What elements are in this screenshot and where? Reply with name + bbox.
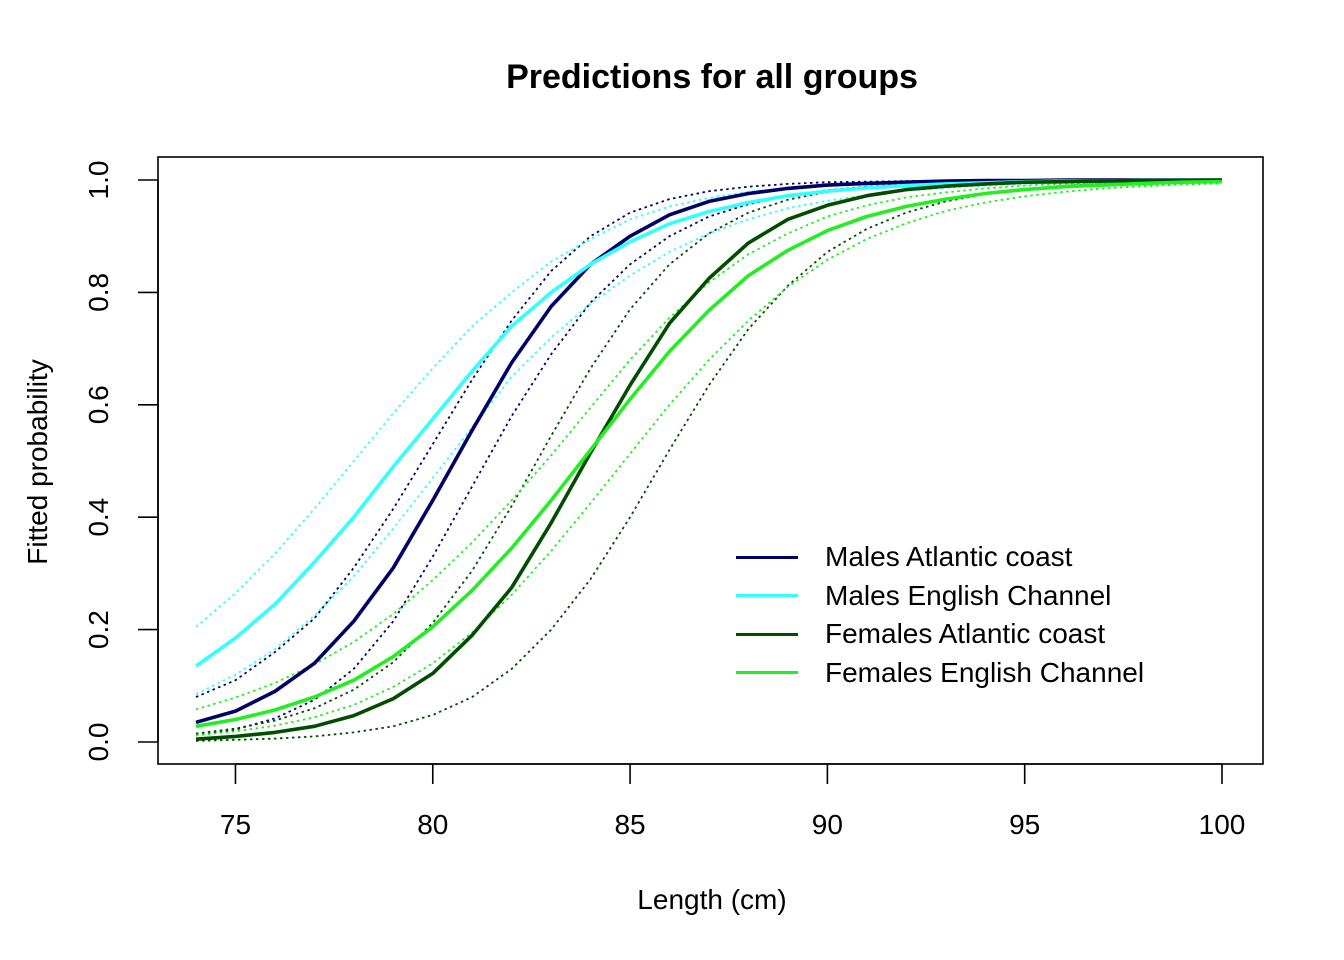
- y-tick-label: 0.4: [83, 498, 114, 537]
- x-tick-label: 90: [812, 809, 843, 840]
- legend-item: Males Atlantic coast: [736, 538, 1144, 577]
- legend-swatch: [736, 632, 798, 636]
- legend-swatch: [736, 594, 798, 598]
- series-4-line: [195, 179, 1223, 729]
- y-tick-label: 1.0: [83, 161, 114, 200]
- x-tick-label: 80: [417, 809, 448, 840]
- chart-title: Predictions for all groups: [506, 58, 918, 96]
- legend-item: Females Atlantic coast: [736, 615, 1144, 654]
- y-tick-label: 0.6: [83, 385, 114, 424]
- y-axis: 0.0 0.2 0.4 0.6 0.8 1.0: [83, 161, 159, 762]
- y-tick-label: 0.0: [83, 723, 114, 762]
- legend-swatch: [736, 555, 798, 559]
- series-3-line: [195, 178, 1223, 741]
- legend-item: Females English Channel: [736, 654, 1144, 693]
- legend-item: Males English Channel: [736, 577, 1144, 616]
- legend-label: Females Atlantic coast: [825, 618, 1106, 650]
- x-tick-label: 75: [220, 809, 251, 840]
- x-tick-label: 85: [614, 809, 645, 840]
- legend-label: Males Atlantic coast: [825, 541, 1073, 573]
- series-4-ci-upper: [195, 179, 1223, 711]
- fitted-lines: [194, 178, 1223, 741]
- legend: Males Atlantic coast Males English Chann…: [736, 538, 1144, 692]
- y-axis-label: Fitted probability: [22, 359, 53, 565]
- series-4-ci-lower: [195, 182, 1223, 737]
- y-tick-label: 0.2: [83, 610, 114, 649]
- legend-label: Females English Channel: [825, 656, 1145, 688]
- legend-label: Males English Channel: [825, 579, 1112, 611]
- y-tick-label: 0.8: [83, 273, 114, 312]
- x-axis: 75 80 85 90 95 100: [220, 763, 1246, 840]
- x-axis-label: Length (cm): [637, 884, 787, 915]
- x-tick-label: 95: [1009, 809, 1040, 840]
- legend-swatch: [736, 671, 798, 675]
- x-tick-label: 100: [1199, 809, 1246, 840]
